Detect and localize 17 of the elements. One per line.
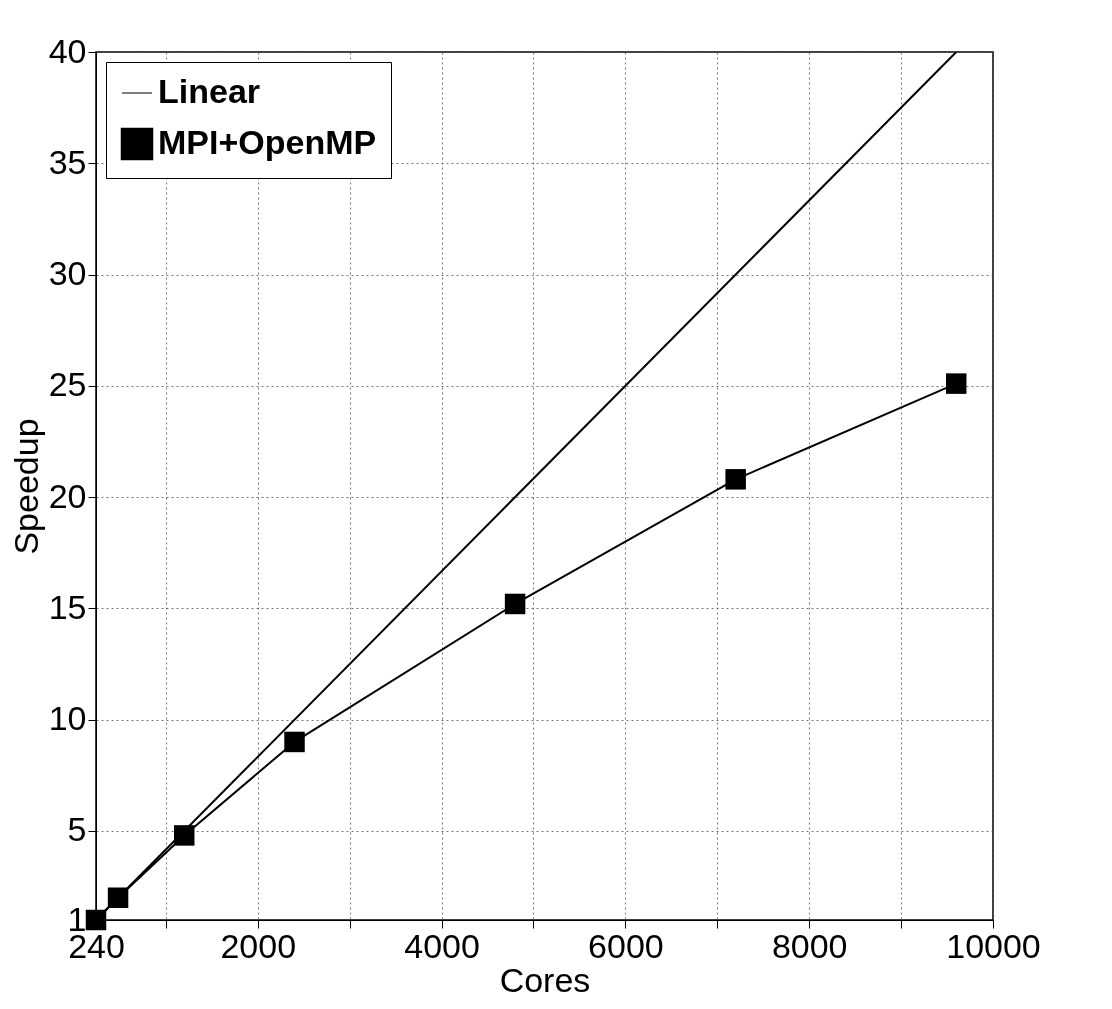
x-tick-label: 8000 (771, 926, 848, 965)
y-tick-label: 35 (48, 142, 87, 181)
y-tick-label: 25 (48, 365, 87, 404)
x-tick-label: 10000 (946, 926, 1041, 965)
y-tick-label: 10 (48, 699, 87, 738)
x-tick-label: 2000 (220, 926, 297, 965)
x-axis-title: Cores (499, 960, 591, 999)
y-tick-label: 15 (48, 587, 87, 626)
y-axis-title: Speedup (6, 418, 45, 555)
y-tick-label: 40 (48, 31, 87, 70)
x-tick-label: 6000 (588, 926, 664, 965)
legend-label: Linear (158, 72, 261, 110)
legend-label: MPI+OpenMP (158, 123, 377, 161)
y-tick-label: 5 (67, 810, 87, 849)
y-tick-label: 20 (48, 476, 87, 515)
y-tick-label: 30 (48, 254, 87, 293)
x-tick-label: 4000 (404, 926, 480, 965)
